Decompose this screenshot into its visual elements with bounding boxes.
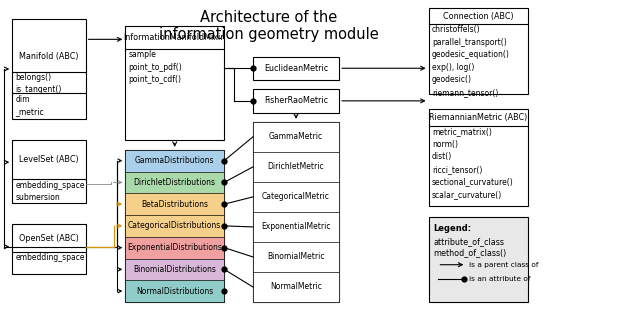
Bar: [12, 224, 86, 274]
Bar: [125, 215, 224, 237]
Bar: [125, 280, 224, 302]
Bar: [253, 122, 339, 152]
Bar: [12, 140, 86, 202]
Bar: [125, 150, 224, 302]
Text: NormalMetric: NormalMetric: [270, 282, 322, 291]
Text: is an attribute of: is an attribute of: [469, 276, 531, 282]
Bar: [253, 152, 339, 182]
Text: CategoricalDistributions: CategoricalDistributions: [128, 222, 221, 230]
Bar: [253, 89, 339, 113]
Text: christoffels()
parallel_transport()
geodesic_equation()
exp(), log()
geodesic()
: christoffels() parallel_transport() geod…: [432, 25, 509, 97]
Text: BetaDistributions: BetaDistributions: [141, 200, 208, 209]
Text: NormalDistributions: NormalDistributions: [136, 287, 213, 295]
Bar: [429, 8, 527, 94]
Text: InformationManifoldMixin: InformationManifoldMixin: [124, 32, 226, 41]
Bar: [125, 259, 224, 280]
Text: dim
_metric: dim _metric: [15, 95, 44, 116]
Bar: [12, 19, 86, 119]
Text: EuclideanMetric: EuclideanMetric: [264, 64, 328, 73]
Text: method_of_class(): method_of_class(): [433, 248, 506, 257]
Text: ExponentialMetric: ExponentialMetric: [261, 222, 331, 232]
Bar: [125, 172, 224, 193]
Bar: [125, 26, 224, 140]
Bar: [253, 272, 339, 302]
Text: GammaDistributions: GammaDistributions: [135, 156, 214, 165]
Text: sample
point_to_pdf()
point_to_cdf(): sample point_to_pdf() point_to_cdf(): [129, 50, 182, 84]
Bar: [429, 110, 527, 206]
Text: attribute_of_class: attribute_of_class: [433, 237, 504, 246]
Text: FisherRaoMetric: FisherRaoMetric: [264, 96, 328, 105]
Text: ExponentialDistributions: ExponentialDistributions: [127, 243, 222, 252]
Text: embedding_space: embedding_space: [15, 253, 85, 262]
Text: embedding_space
submersion: embedding_space submersion: [15, 181, 85, 202]
Bar: [125, 193, 224, 215]
Bar: [253, 242, 339, 272]
Bar: [253, 182, 339, 212]
Text: Architecture of the
information geometry module: Architecture of the information geometry…: [159, 10, 379, 42]
Text: BinomialMetric: BinomialMetric: [268, 252, 325, 261]
Text: is a parent class of: is a parent class of: [469, 262, 539, 268]
Text: OpenSet (ABC): OpenSet (ABC): [19, 233, 79, 242]
Text: metric_matrix()
norm()
dist()
ricci_tensor()
sectional_curvature()
scalar_curvat: metric_matrix() norm() dist() ricci_tens…: [432, 127, 513, 199]
Text: DirichletMetric: DirichletMetric: [268, 162, 324, 171]
Text: BinomialDistributions: BinomialDistributions: [133, 265, 216, 274]
Text: GammaMetric: GammaMetric: [269, 132, 323, 141]
Text: LevelSet (ABC): LevelSet (ABC): [19, 155, 79, 164]
Text: DirichletDistributions: DirichletDistributions: [134, 178, 216, 187]
Bar: [253, 212, 339, 242]
Text: CategoricalMetric: CategoricalMetric: [262, 193, 330, 202]
Bar: [429, 217, 527, 302]
Text: RiemannianMetric (ABC): RiemannianMetric (ABC): [429, 113, 527, 122]
Bar: [125, 150, 224, 172]
Bar: [125, 237, 224, 259]
Bar: [253, 122, 339, 302]
Text: belongs()
is_tangent(): belongs() is_tangent(): [15, 73, 61, 95]
Text: Manifold (ABC): Manifold (ABC): [19, 52, 79, 61]
Bar: [253, 56, 339, 80]
Text: Connection (ABC): Connection (ABC): [443, 12, 513, 21]
Text: Legend:: Legend:: [433, 225, 471, 233]
